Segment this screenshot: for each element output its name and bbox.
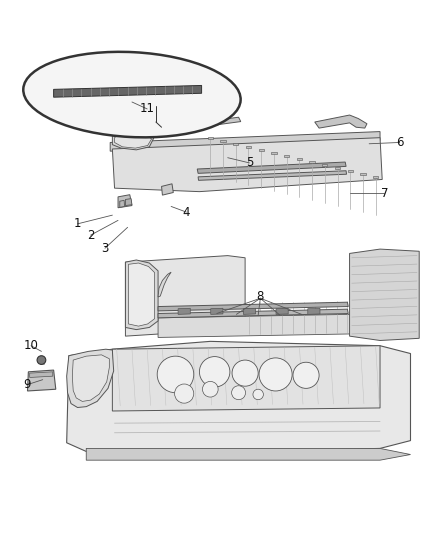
Circle shape — [175, 384, 194, 403]
Polygon shape — [72, 355, 110, 401]
Polygon shape — [211, 308, 223, 314]
Polygon shape — [67, 341, 410, 453]
Text: 10: 10 — [24, 339, 39, 352]
Polygon shape — [125, 199, 132, 206]
Polygon shape — [113, 128, 154, 150]
Polygon shape — [258, 149, 264, 151]
Circle shape — [232, 386, 246, 400]
Polygon shape — [276, 308, 288, 314]
Polygon shape — [158, 309, 348, 318]
Polygon shape — [110, 132, 380, 151]
Circle shape — [253, 389, 263, 400]
Circle shape — [199, 357, 230, 387]
Polygon shape — [360, 173, 366, 175]
Polygon shape — [373, 176, 378, 178]
Polygon shape — [158, 314, 350, 337]
Polygon shape — [335, 167, 340, 169]
Text: 8: 8 — [257, 290, 264, 303]
Polygon shape — [30, 372, 53, 377]
Polygon shape — [315, 115, 367, 128]
Polygon shape — [53, 85, 201, 97]
Polygon shape — [115, 131, 152, 148]
Polygon shape — [86, 448, 410, 460]
Polygon shape — [158, 302, 348, 311]
Polygon shape — [246, 146, 251, 148]
Polygon shape — [158, 272, 171, 297]
Polygon shape — [120, 200, 124, 207]
Polygon shape — [310, 161, 314, 163]
Circle shape — [259, 358, 292, 391]
Circle shape — [232, 360, 258, 386]
Text: 5: 5 — [246, 156, 253, 169]
Polygon shape — [128, 263, 155, 326]
Circle shape — [157, 356, 194, 393]
Polygon shape — [198, 171, 346, 180]
Polygon shape — [113, 138, 382, 192]
Circle shape — [293, 362, 319, 389]
Polygon shape — [125, 260, 158, 329]
Polygon shape — [271, 152, 276, 154]
Polygon shape — [308, 308, 320, 314]
Polygon shape — [125, 256, 245, 336]
Polygon shape — [118, 195, 132, 208]
Polygon shape — [162, 184, 173, 195]
Polygon shape — [197, 162, 346, 173]
Text: 9: 9 — [23, 378, 30, 391]
Text: 11: 11 — [140, 102, 155, 116]
Polygon shape — [113, 346, 380, 411]
Text: 3: 3 — [101, 242, 109, 255]
Text: 7: 7 — [381, 187, 388, 200]
Circle shape — [202, 382, 218, 397]
Ellipse shape — [23, 52, 240, 138]
Text: 4: 4 — [183, 206, 190, 219]
Polygon shape — [220, 140, 226, 142]
Polygon shape — [208, 137, 213, 139]
Text: 6: 6 — [396, 136, 403, 149]
Polygon shape — [178, 308, 190, 314]
Text: 1: 1 — [74, 217, 81, 230]
Polygon shape — [297, 158, 302, 160]
Circle shape — [37, 356, 46, 365]
Text: 2: 2 — [87, 229, 94, 241]
Polygon shape — [233, 143, 238, 145]
Polygon shape — [350, 249, 419, 341]
Polygon shape — [67, 349, 114, 408]
Polygon shape — [348, 171, 353, 172]
Polygon shape — [284, 155, 289, 157]
Polygon shape — [145, 117, 241, 134]
Polygon shape — [244, 308, 255, 314]
Polygon shape — [28, 370, 56, 391]
Polygon shape — [322, 164, 327, 166]
